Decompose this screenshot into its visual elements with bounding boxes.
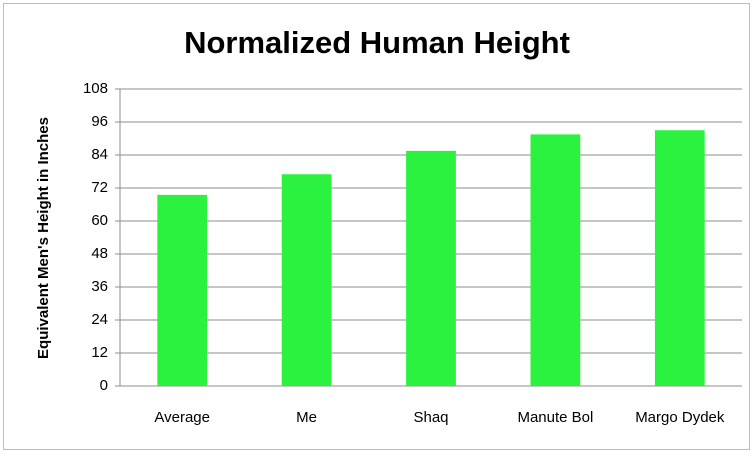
y-tick-label: 0 [100, 377, 108, 394]
y-tick-label: 48 [91, 245, 108, 262]
x-tick-label: Manute Bol [517, 409, 593, 426]
bar [281, 174, 332, 386]
x-tick-label: Margo Dydek [635, 409, 725, 426]
x-tick-label: Shaq [413, 409, 448, 426]
y-axis-label: Equivalent Men's Height in Inches [35, 117, 52, 359]
chart-title: Normalized Human Height [184, 25, 570, 60]
bar [530, 134, 581, 386]
x-tick-label: Me [296, 409, 317, 426]
y-tick-label: 96 [91, 113, 108, 130]
y-tick-label: 72 [91, 179, 108, 196]
y-tick-label: 36 [91, 278, 108, 295]
y-tick-label: 60 [91, 212, 108, 229]
bar [157, 194, 208, 386]
y-tick-label: 84 [91, 146, 108, 163]
x-tick-label: Average [154, 409, 210, 426]
bar [406, 150, 456, 386]
y-tick-label: 12 [91, 344, 108, 361]
chart-border [3, 3, 750, 450]
y-tick-label: 24 [91, 311, 108, 328]
bar [654, 130, 705, 386]
y-tick-label: 108 [83, 80, 108, 97]
